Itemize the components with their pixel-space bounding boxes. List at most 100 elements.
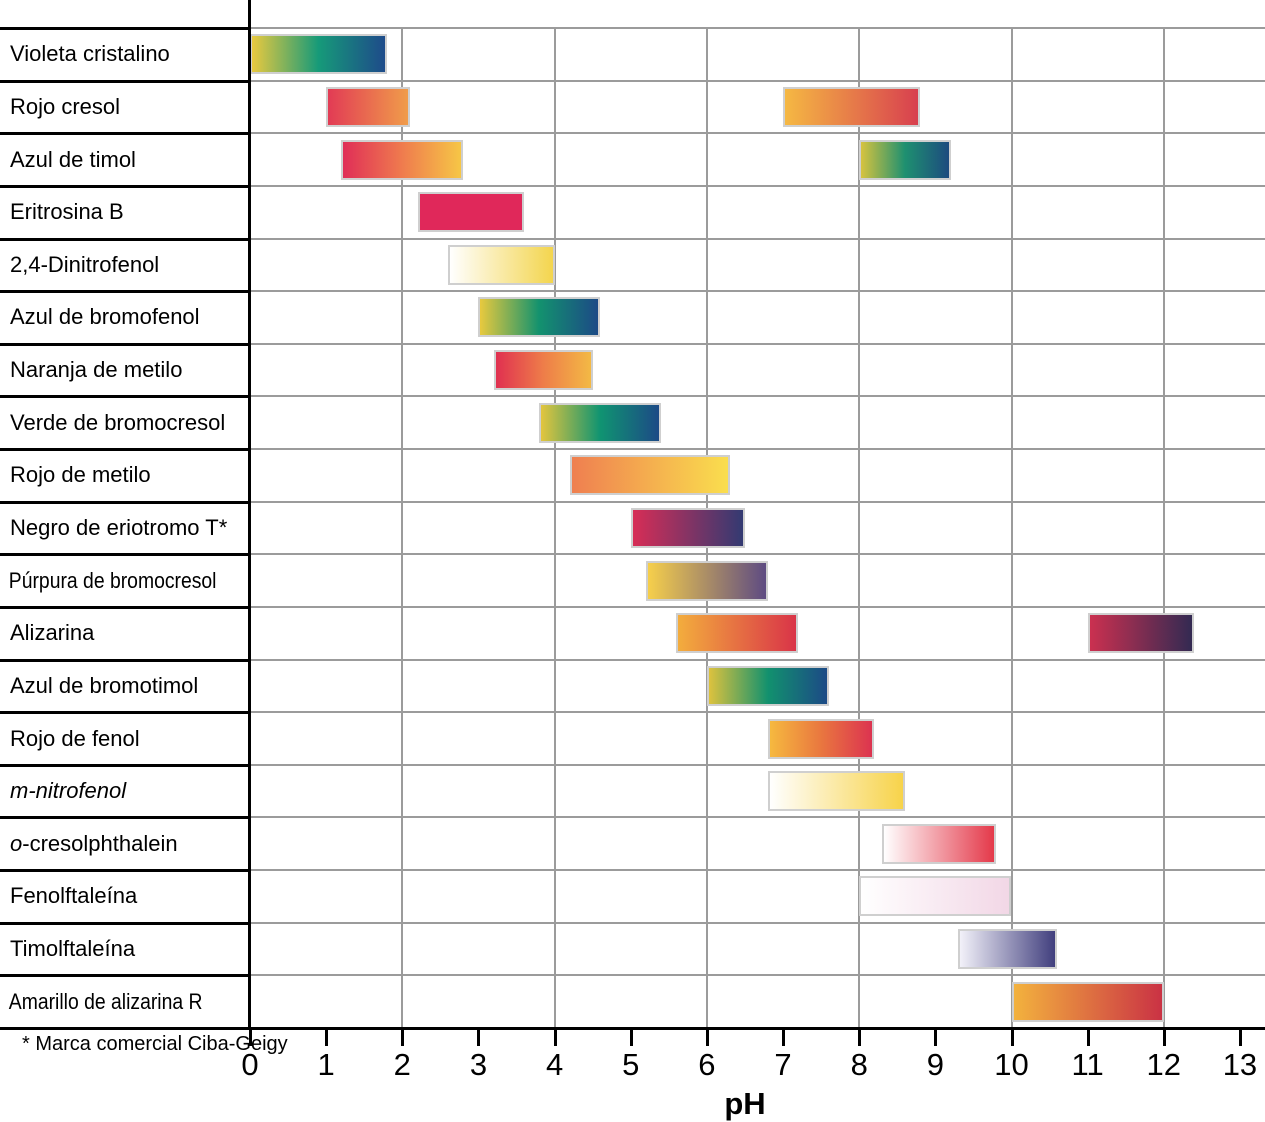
indicator-label: Eritrosina B	[10, 199, 124, 225]
ph-range-bar	[859, 139, 951, 180]
indicator-label: Azul de bromofenol	[10, 304, 200, 330]
row-separator-label-column	[0, 343, 250, 346]
row-separator-gridline	[250, 606, 1265, 608]
x-axis-tick	[705, 1029, 709, 1046]
x-tick-label: 9	[926, 1047, 944, 1082]
ph-range-bar	[250, 34, 388, 75]
indicator-label: Rojo de metilo	[10, 462, 151, 488]
row-separator-label-column	[0, 974, 250, 977]
row-separator-label-column	[0, 132, 250, 135]
row-separator-gridline	[250, 711, 1265, 713]
ph-range-bar	[706, 665, 829, 706]
x-axis-tick	[629, 1029, 633, 1046]
ph-range-bar	[630, 508, 745, 548]
vertical-gridline	[1162, 28, 1165, 1028]
row-separator-gridline	[250, 343, 1265, 345]
row-separator-label-column	[0, 238, 250, 241]
x-tick-label: 0	[241, 1047, 259, 1082]
x-tick-label: 5	[622, 1047, 640, 1082]
row-separator-gridline	[250, 659, 1265, 661]
ph-range-bar	[569, 455, 730, 496]
x-axis-tick	[1238, 1029, 1242, 1046]
indicator-label: Naranja de metilo	[10, 357, 183, 383]
row-separator-label-column	[0, 869, 250, 872]
ph-range-bar	[882, 823, 997, 864]
row-separator-label-column	[0, 711, 250, 714]
x-axis-tick	[1086, 1029, 1090, 1046]
x-tick-label: 10	[994, 1047, 1029, 1082]
indicator-label: Púrpura de bromocresol	[8, 567, 217, 593]
row-separator-gridline	[250, 27, 1265, 29]
x-tick-label: 2	[393, 1047, 411, 1082]
ph-range-bar	[1011, 981, 1164, 1022]
row-separator-label-column	[0, 659, 250, 662]
vertical-gridline	[1010, 28, 1013, 1028]
indicator-label: Azul de bromotimol	[10, 672, 199, 698]
y-axis-line	[248, 0, 251, 1029]
ph-range-bar	[767, 771, 905, 812]
row-separator-label-column	[0, 606, 250, 609]
x-axis-tick	[934, 1029, 938, 1046]
indicator-label: Azul de timol	[10, 146, 136, 172]
indicator-label: Amarillo de alizarina R	[8, 988, 203, 1014]
x-axis-tick	[1010, 1029, 1014, 1046]
x-tick-label: 1	[317, 1047, 335, 1082]
row-separator-label-column	[0, 27, 250, 30]
vertical-gridline	[858, 28, 861, 1028]
row-separator-gridline	[250, 185, 1265, 187]
ph-range-bar	[326, 86, 410, 127]
x-tick-label: 6	[698, 1047, 716, 1082]
x-tick-label: 4	[545, 1047, 564, 1082]
x-tick-label: 13	[1222, 1047, 1258, 1082]
ph-range-bar	[417, 192, 525, 233]
indicator-label: Rojo de fenol	[10, 725, 140, 751]
indicator-label: Alizarina	[10, 620, 95, 646]
row-separator-gridline	[250, 764, 1265, 766]
ph-range-bar	[493, 350, 593, 391]
row-separator-label-column	[0, 448, 250, 451]
row-separator-gridline	[250, 869, 1265, 871]
indicator-label: Negro de eriotromo T*	[10, 514, 228, 540]
row-separator-label-column	[0, 185, 250, 188]
indicator-label: Verde de bromocresol	[10, 409, 226, 435]
ph-range-bar	[447, 244, 555, 285]
ph-range-bar	[767, 718, 875, 759]
row-separator-label-column	[0, 395, 250, 398]
x-tick-label: 7	[774, 1047, 792, 1082]
row-separator-label-column	[0, 80, 250, 83]
row-separator-gridline	[250, 290, 1265, 292]
x-axis-tick	[858, 1029, 862, 1046]
row-separator-gridline	[250, 501, 1265, 503]
indicator-label: Fenolftaleína	[10, 883, 138, 909]
row-separator-gridline	[250, 80, 1265, 82]
x-tick-label: 8	[850, 1047, 868, 1082]
row-separator-gridline	[250, 132, 1265, 134]
row-separator-label-column	[0, 553, 250, 556]
row-separator-label-column	[0, 290, 250, 293]
indicator-label: o -cresolphthalein	[10, 830, 178, 856]
row-separator-gridline	[250, 553, 1265, 555]
row-separator-gridline	[250, 974, 1265, 976]
x-tick-label: 12	[1146, 1047, 1182, 1082]
row-separator-gridline	[250, 816, 1265, 818]
x-axis-tick	[477, 1029, 481, 1046]
indicator-label: Violeta cristalino	[10, 41, 170, 67]
row-separator-label-column	[0, 922, 250, 925]
x-tick-label: 3	[469, 1047, 488, 1082]
row-separator-label-column	[0, 764, 250, 767]
x-axis-tick	[401, 1029, 405, 1046]
vertical-gridline	[553, 28, 556, 1028]
x-axis-tick	[249, 1029, 252, 1046]
row-separator-label-column	[0, 501, 250, 504]
x-axis-tick	[1162, 1029, 1166, 1046]
ph-range-bar	[783, 86, 921, 127]
ph-range-bar	[676, 613, 799, 654]
ph-range-bar	[645, 560, 768, 601]
footnote: * Marca comercial Ciba-Geigy	[22, 1033, 288, 1055]
ph-range-bar	[958, 929, 1058, 970]
indicator-label: Timolftaleína	[10, 936, 136, 962]
x-axis-tick	[325, 1029, 329, 1046]
row-separator-gridline	[250, 395, 1265, 397]
indicator-label: m-nitrofenol	[10, 778, 127, 804]
